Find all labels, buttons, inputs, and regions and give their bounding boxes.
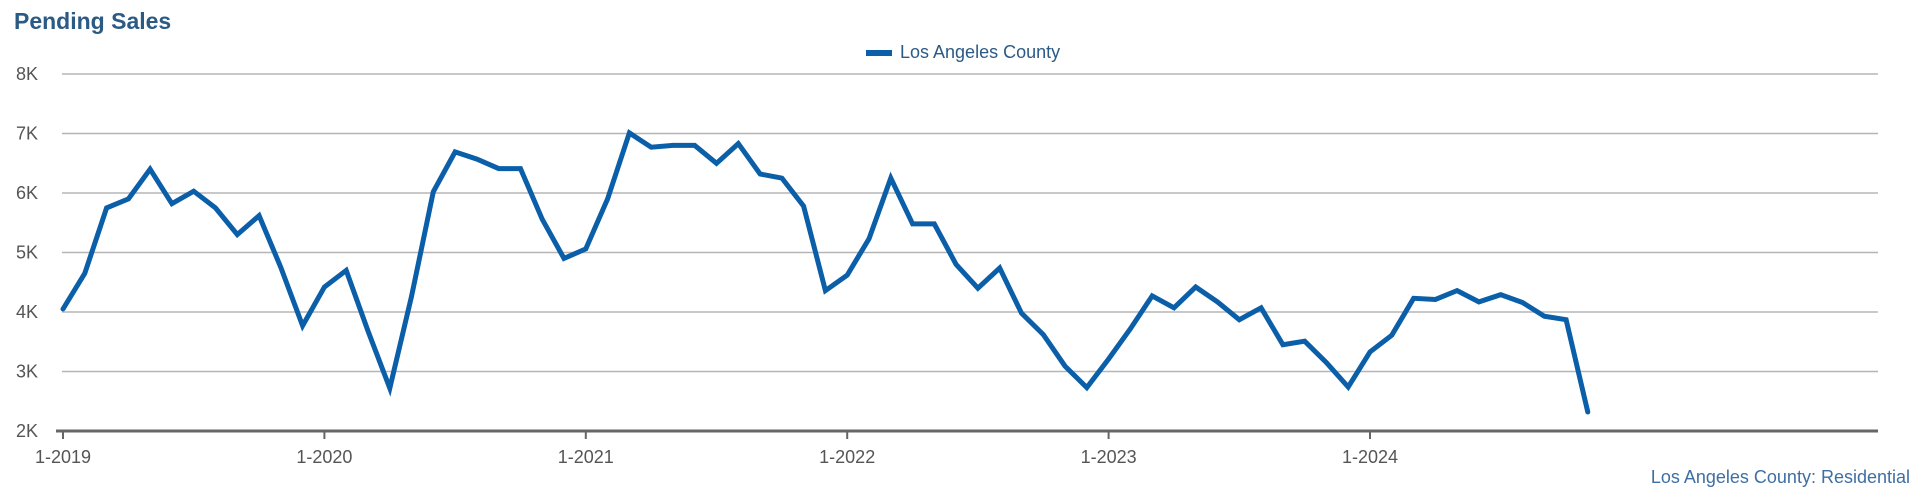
y-tick-label: 7K bbox=[16, 124, 38, 144]
legend[interactable]: Los Angeles County bbox=[866, 42, 1060, 63]
y-tick-label: 6K bbox=[16, 183, 38, 203]
series-line-los-angeles-county bbox=[60, 129, 1591, 415]
y-tick-label: 4K bbox=[16, 302, 38, 322]
y-tick-label: 3K bbox=[16, 362, 38, 382]
y-tick-label: 2K bbox=[16, 421, 38, 441]
x-tick-label: 1-2021 bbox=[558, 447, 614, 467]
x-tick-label: 1-2020 bbox=[296, 447, 352, 467]
y-tick-label: 5K bbox=[16, 243, 38, 263]
x-tick-label: 1-2019 bbox=[35, 447, 91, 467]
x-tick-label: 1-2022 bbox=[819, 447, 875, 467]
chart-title: Pending Sales bbox=[14, 8, 172, 34]
x-tick-label: 1-2023 bbox=[1081, 447, 1137, 467]
source-label: Los Angeles County: Residential bbox=[1650, 467, 1910, 487]
y-tick-label: 8K bbox=[16, 64, 38, 84]
x-tick-label: 1-2024 bbox=[1342, 447, 1398, 467]
legend-label: Los Angeles County bbox=[900, 42, 1061, 62]
legend-swatch bbox=[866, 49, 892, 56]
